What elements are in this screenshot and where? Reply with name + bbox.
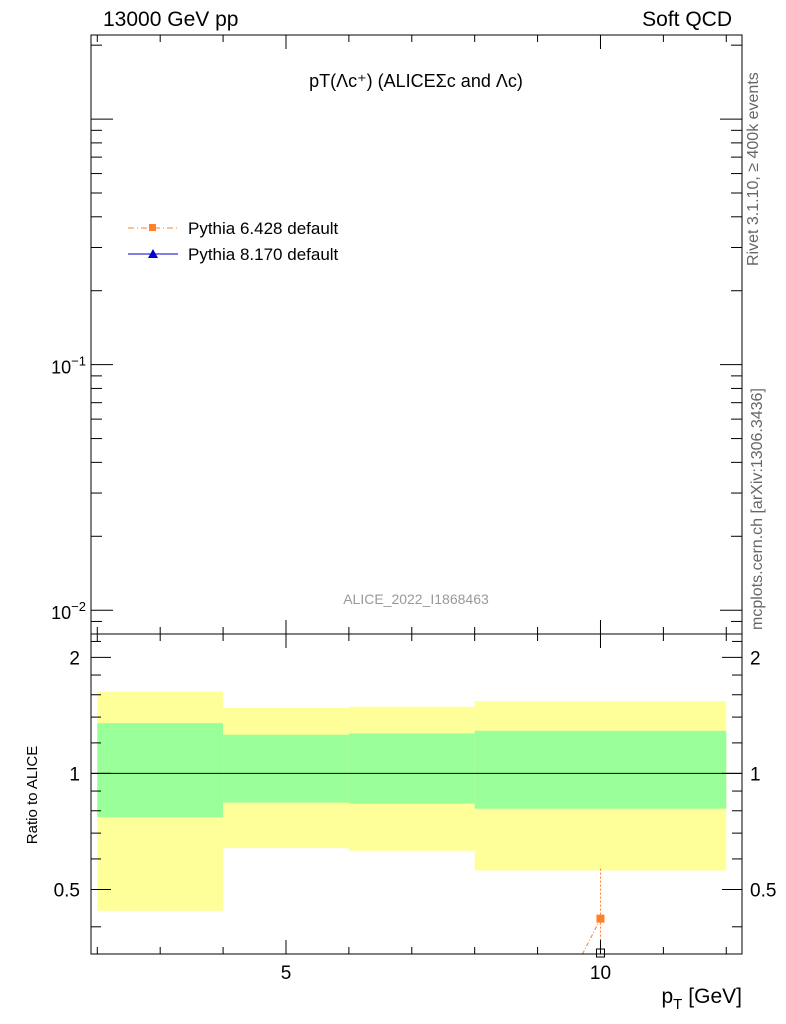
ratio-band-inner [348,733,475,804]
legend-pythia6-label: Pythia 6.428 default [188,219,339,238]
x-axis-label: pT [GeV] [661,985,742,1013]
ratio-y-tick-label-left: 1 [69,764,80,785]
ratio-point-connector [582,922,599,955]
main-y-tick-label-base: 10 [51,603,71,623]
legend-pythia8-marker [148,249,158,258]
ratio-y-tick-label-right: 0.5 [750,880,776,901]
main-y-ticks: 10−110−2 [51,44,742,635]
main-y-tick-label: 10−2 [51,599,86,623]
main-y-tick-label-exponent: −1 [71,354,86,369]
x-axis-label-subscript: T [673,996,682,1013]
x-axis-label-p: p [661,985,673,1008]
header-category: Soft QCD [642,8,732,31]
ratio-y-tick-label-left: 0.5 [54,880,80,901]
header-energy: 13000 GeV pp [103,8,239,31]
ratio-y-ticks: 0.5 0.5 1 1 2 2 [54,640,776,928]
ratio-point-marker [596,914,605,923]
chart-title: pT(Λc⁺) (ALICEΣc and Λc) [309,71,523,91]
main-y-tick-label-exponent: −2 [71,599,86,614]
ratio-y-tick-label-right: 1 [750,764,761,785]
ratio-band-inner [97,723,224,818]
main-y-tick-label: 10−1 [51,354,86,378]
mcplots-label: mcplots.cern.ch [arXiv:1306.3436] [749,388,766,630]
main-y-tick-label-base: 10 [51,358,71,378]
ratio-y-tick-label-right: 2 [750,648,761,669]
x-axis-label-unit: [GeV] [688,985,742,1008]
main-plot-frame [90,34,743,635]
ratio-bands [97,691,727,911]
rivet-version-label: Rivet 3.1.10, ≥ 400k events [745,72,762,266]
legend-pythia6-marker [149,224,156,231]
watermark: ALICE_2022_I1868463 [343,591,489,607]
ratio-points [582,867,605,958]
ratio-y-tick-label-left: 2 [69,648,80,669]
main-x-ticks [96,35,727,634]
legend: Pythia 6.428 default Pythia 8.170 defaul… [128,219,339,264]
ratio-x-ticks: 5 10 [96,634,727,984]
x-tick-label: 10 [590,963,611,984]
ratio-plot-frame [90,633,743,955]
ratio-band-inner [474,730,727,809]
x-tick-label: 5 [281,963,292,984]
legend-pythia8-label: Pythia 8.170 default [188,245,339,264]
ratio-band-inner [223,734,349,803]
ratio-y-axis-label: Ratio to ALICE [24,746,41,844]
